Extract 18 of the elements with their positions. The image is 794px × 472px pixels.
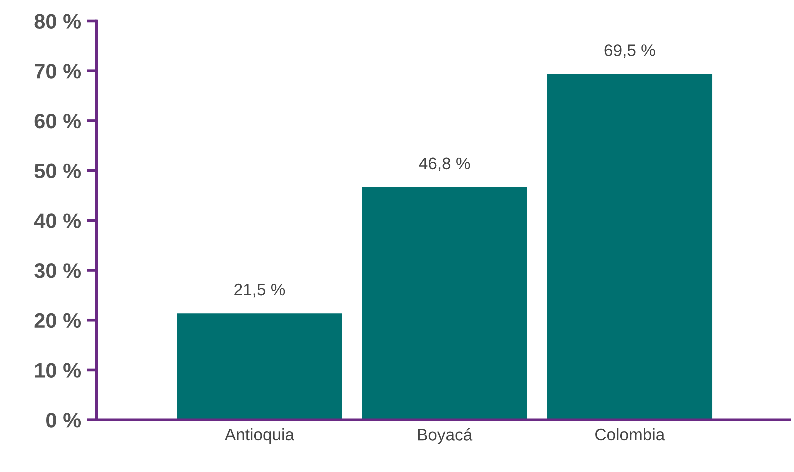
y-tick-label: 20 %	[34, 313, 82, 328]
x-tick-label: Boyacá	[418, 428, 473, 444]
data-label: 21,5 %	[234, 284, 286, 298]
y-tick-label: 80 %	[34, 14, 82, 29]
y-tick-label: 0 %	[46, 413, 82, 428]
x-tick-label: Antioquia	[225, 428, 294, 444]
y-tick-label: 50 %	[34, 164, 82, 179]
bar	[360, 186, 529, 420]
y-tick-label: 30 %	[34, 264, 82, 278]
bar	[546, 72, 714, 420]
y-tick-label: 10 %	[35, 363, 82, 378]
data-label: 46,8 %	[419, 158, 470, 172]
y-tick-label: 70 %	[35, 64, 82, 79]
y-tick-label: 40 %	[34, 214, 82, 228]
x-tick-label: Colombia	[596, 428, 666, 441]
bar	[176, 312, 344, 420]
y-tick-label: 60 %	[34, 114, 82, 129]
data-label: 69,5 %	[604, 44, 656, 58]
